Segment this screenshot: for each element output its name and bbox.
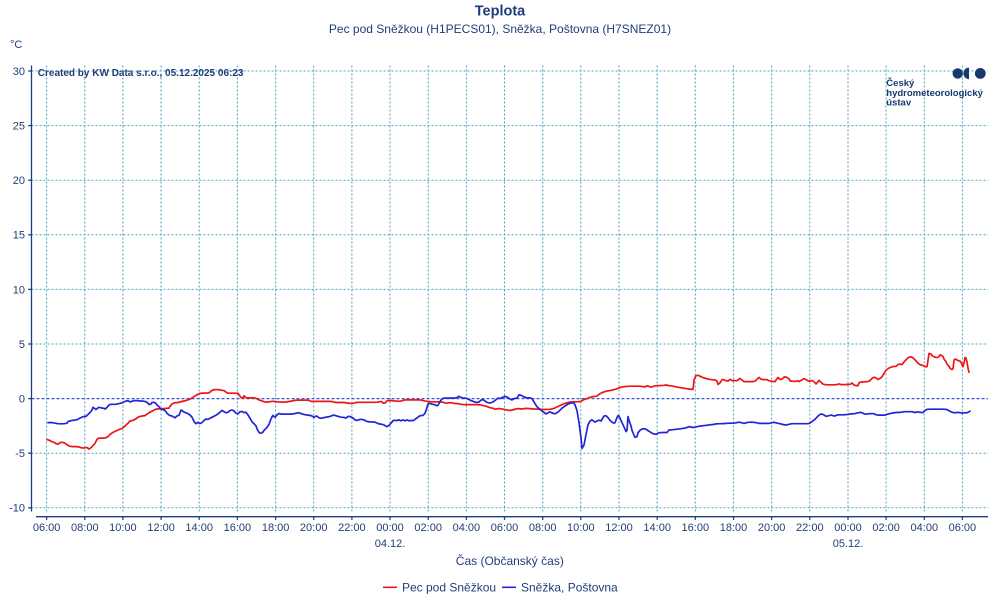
- svg-text:ústav: ústav: [886, 98, 912, 109]
- svg-text:Pec pod Sněžkou (H1PECS01), Sn: Pec pod Sněžkou (H1PECS01), Sněžka, Pošt…: [329, 22, 671, 36]
- svg-text:-5: -5: [15, 448, 25, 460]
- svg-text:Čas (Občanský čas): Čas (Občanský čas): [456, 553, 564, 568]
- svg-text:-10: -10: [9, 503, 25, 515]
- svg-text:06:00: 06:00: [491, 522, 519, 534]
- svg-text:18:00: 18:00: [262, 522, 290, 534]
- svg-text:08:00: 08:00: [529, 522, 557, 534]
- svg-text:°C: °C: [10, 39, 22, 51]
- svg-text:25: 25: [13, 121, 25, 133]
- svg-text:22:00: 22:00: [338, 522, 366, 534]
- svg-text:22:00: 22:00: [796, 522, 824, 534]
- svg-text:05.12.: 05.12.: [833, 538, 864, 550]
- svg-text:Sněžka, Poštovna: Sněžka, Poštovna: [521, 581, 618, 595]
- svg-text:18:00: 18:00: [720, 522, 748, 534]
- svg-text:20:00: 20:00: [758, 522, 786, 534]
- svg-text:02:00: 02:00: [872, 522, 900, 534]
- svg-text:Český: Český: [886, 77, 915, 89]
- svg-text:15: 15: [13, 230, 25, 242]
- svg-text:16:00: 16:00: [224, 522, 252, 534]
- svg-text:06:00: 06:00: [33, 522, 61, 534]
- svg-text:14:00: 14:00: [643, 522, 671, 534]
- svg-text:04.12.: 04.12.: [375, 538, 406, 550]
- svg-text:02:00: 02:00: [414, 522, 442, 534]
- svg-text:5: 5: [19, 339, 25, 351]
- svg-text:30: 30: [13, 66, 25, 78]
- svg-text:20:00: 20:00: [300, 522, 328, 534]
- svg-text:Created by KW Data s.r.o., 05.: Created by KW Data s.r.o., 05.12.2025 06…: [38, 68, 244, 79]
- svg-text:00:00: 00:00: [834, 522, 862, 534]
- svg-text:hydrometeorologický: hydrometeorologický: [886, 88, 983, 99]
- svg-text:08:00: 08:00: [71, 522, 99, 534]
- svg-text:10: 10: [13, 284, 25, 296]
- svg-text:04:00: 04:00: [911, 522, 939, 534]
- svg-text:Teplota: Teplota: [475, 4, 526, 20]
- svg-text:20: 20: [13, 175, 25, 187]
- svg-text:0: 0: [19, 394, 25, 406]
- svg-text:14:00: 14:00: [185, 522, 213, 534]
- svg-text:12:00: 12:00: [147, 522, 175, 534]
- svg-text:10:00: 10:00: [567, 522, 595, 534]
- svg-text:16:00: 16:00: [682, 522, 710, 534]
- svg-text:10:00: 10:00: [109, 522, 137, 534]
- svg-text:Pec pod Sněžkou: Pec pod Sněžkou: [402, 581, 496, 595]
- svg-text:06:00: 06:00: [949, 522, 977, 534]
- svg-text:00:00: 00:00: [376, 522, 404, 534]
- svg-text:04:00: 04:00: [453, 522, 481, 534]
- svg-text:12:00: 12:00: [605, 522, 633, 534]
